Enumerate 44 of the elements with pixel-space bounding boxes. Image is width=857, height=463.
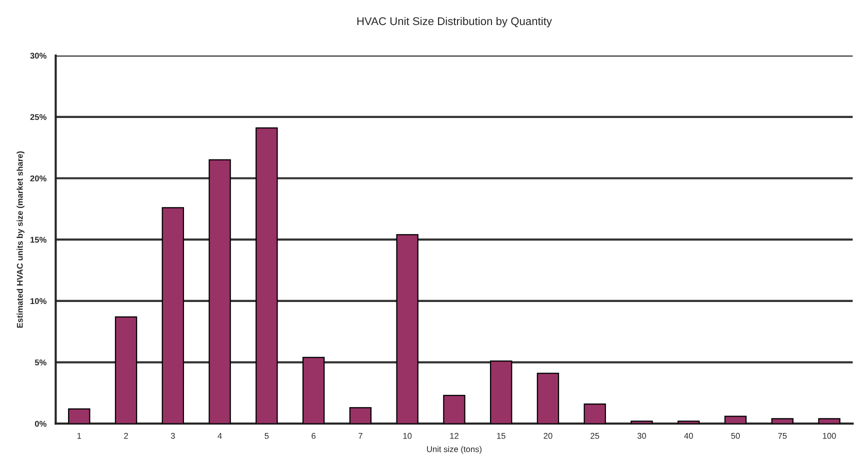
bar [162,207,184,424]
x-tick-label: 20 [544,432,552,439]
x-tick-label: 10 [403,432,412,439]
x-tick-label: 6 [312,432,316,439]
x-tick-label: 40 [684,432,693,439]
x-tick-label: 2 [124,432,128,439]
bar [630,420,653,424]
bar [114,316,138,424]
bar [536,372,560,424]
x-tick-label: 7 [358,432,362,439]
x-tick-label: 75 [778,432,787,439]
bar [68,408,90,424]
chart-title: HVAC Unit Size Distribution by Quantity [357,16,552,28]
x-tick-label: 3 [170,432,175,439]
bar [678,420,700,424]
bar [490,360,512,424]
y-axis-title: Estimated HVAC units by size (market share) [16,151,24,328]
x-tick-label: 15 [497,432,506,439]
x-tick-label: 100 [822,432,836,439]
y-tick-label: 20% [30,175,46,182]
x-tick-label: 50 [731,432,740,439]
x-tick-label: 1 [77,432,82,439]
x-tick-label: 12 [450,432,458,439]
bar [818,418,840,424]
bar [256,127,278,424]
x-tick-label: 30 [637,432,646,439]
bar [302,356,325,424]
y-tick-label: 5% [34,360,46,366]
y-tick-label: 10% [30,298,46,304]
x-tick-label: 4 [218,432,222,439]
bar [396,234,418,424]
bar [771,418,794,424]
y-tick-label: 25% [30,114,46,120]
bar [724,416,747,424]
bar [443,394,466,424]
bar [208,159,231,424]
x-tick-label: 5 [264,432,269,439]
x-tick-label: 25 [590,432,600,439]
bar [584,403,606,424]
y-tick-label: 30% [30,52,46,59]
y-tick-label: 0% [34,420,46,427]
x-axis-title: Unit size (tons) [427,446,482,454]
y-tick-label: 15% [30,236,46,243]
bar [349,407,372,424]
